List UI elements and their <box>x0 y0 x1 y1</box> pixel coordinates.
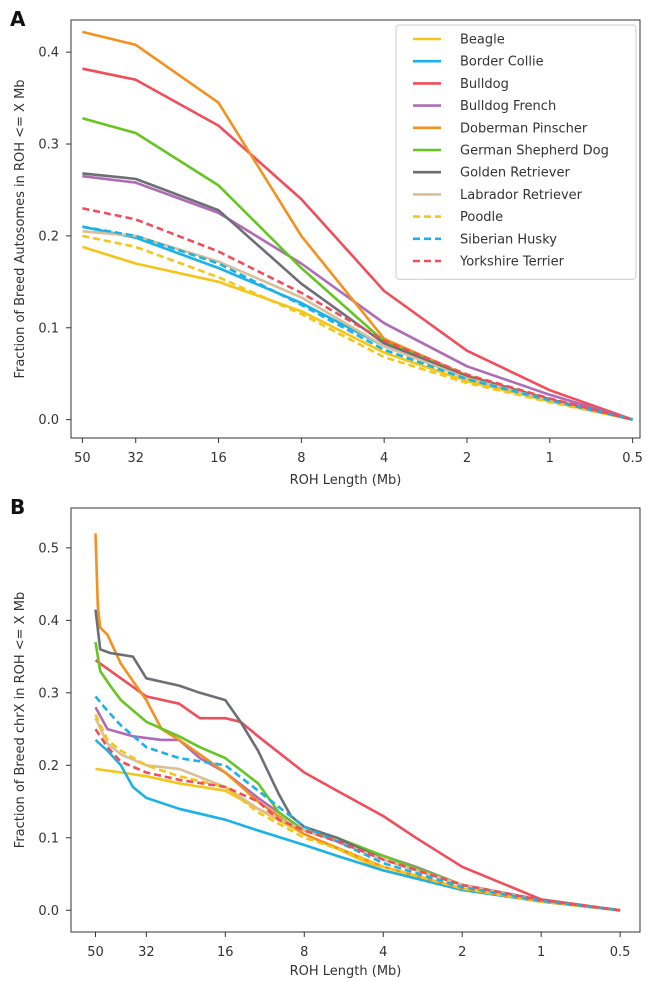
x-tick-label: 16 <box>210 451 227 466</box>
chart-panel-a: A 0.0 0.1 0.2 0.3 0.4 50 32 16 8 4 2 1 0.5 ROH Length … <box>10 7 643 488</box>
legend-entry-border-collie: Border Collie <box>460 55 544 70</box>
x-tick-label: 32 <box>127 451 144 466</box>
series-line-siberian-husky <box>94 695 621 912</box>
x-axis-label: ROH Length (Mb) <box>290 964 402 978</box>
y-tick-label: 0.5 <box>38 541 59 556</box>
series-line-yorkshire-terrier <box>82 207 633 421</box>
x-tick-label: 4 <box>379 945 387 960</box>
legend-box <box>395 24 637 280</box>
y-axis-label: Fraction of Breed Autosomes in ROH <= X … <box>13 79 28 378</box>
y-tick-label: 0.0 <box>38 413 59 428</box>
x-tick-label: 50 <box>87 945 104 960</box>
panel-label: A <box>10 7 26 31</box>
x-tick-label: 8 <box>297 451 305 466</box>
panel-label: B <box>10 495 25 519</box>
series-line-siberian-husky <box>82 225 633 421</box>
legend-entry-labrador-retriever: Labrador Retriever <box>460 188 583 203</box>
legend: Beagle Border Collie Bulldog Bulldog French… <box>395 24 637 280</box>
x-tick-label: 0.5 <box>610 945 631 960</box>
y-tick-label: 0.4 <box>38 46 59 61</box>
series-line-german-shepherd-dog <box>94 641 621 912</box>
x-tick-label: 32 <box>138 945 155 960</box>
series-line-bulldog <box>82 67 634 421</box>
y-axis-label: Fraction of Breed chrX in ROH <= X Mb <box>13 592 28 848</box>
legend-entry-siberian-husky: Siberian Husky <box>460 232 557 247</box>
legend-entry-doberman-pinscher: Doberman Pinscher <box>460 121 588 136</box>
y-tick-label: 0.2 <box>38 759 59 774</box>
y-tick-label: 0.3 <box>38 138 59 153</box>
x-tick-label: 50 <box>74 451 91 466</box>
legend-entry-german-shepherd-dog: German Shepherd Dog <box>460 144 609 159</box>
x-tick-label: 4 <box>380 451 388 466</box>
y-tick-label: 0.1 <box>38 831 59 846</box>
chart-panel-b: B 0.0 0.1 0.2 0.3 0.4 0.5 50 32 16 8 4 2 1 0.5 ROH Leng… <box>10 495 641 979</box>
x-axis-label: ROH Length (Mb) <box>290 473 402 488</box>
series-line-poodle <box>94 714 621 912</box>
series-line-bulldog <box>94 659 621 912</box>
y-tick-label: 0.2 <box>38 229 59 244</box>
series-group <box>82 30 634 421</box>
x-tick-label: 8 <box>300 945 308 960</box>
legend-entry-golden-retriever: Golden Retriever <box>460 166 570 181</box>
series-line-yorkshire-terrier <box>94 728 621 912</box>
x-tick-label: 2 <box>463 451 471 466</box>
x-tick-label: 0.5 <box>622 451 643 466</box>
y-tick-label: 0.0 <box>38 904 59 919</box>
series-group <box>94 533 621 912</box>
x-tick-label: 2 <box>458 945 466 960</box>
legend-entry-bulldog-french: Bulldog French <box>460 99 556 114</box>
legend-entry-poodle: Poodle <box>460 210 503 225</box>
series-line-bulldog-french <box>82 174 633 421</box>
x-tick-label: 1 <box>537 945 545 960</box>
legend-entry-beagle: Beagle <box>460 33 505 48</box>
legend-entry-yorkshire-terrier: Yorkshire Terrier <box>459 255 565 270</box>
y-tick-label: 0.4 <box>38 614 59 629</box>
x-tick-label: 16 <box>217 945 234 960</box>
y-tick-label: 0.3 <box>38 686 59 701</box>
series-line-poodle <box>82 234 633 421</box>
x-tick-label: 1 <box>546 451 554 466</box>
legend-entry-bulldog: Bulldog <box>460 77 509 92</box>
y-tick-label: 0.1 <box>38 321 59 336</box>
series-line-border-collie <box>94 738 621 912</box>
